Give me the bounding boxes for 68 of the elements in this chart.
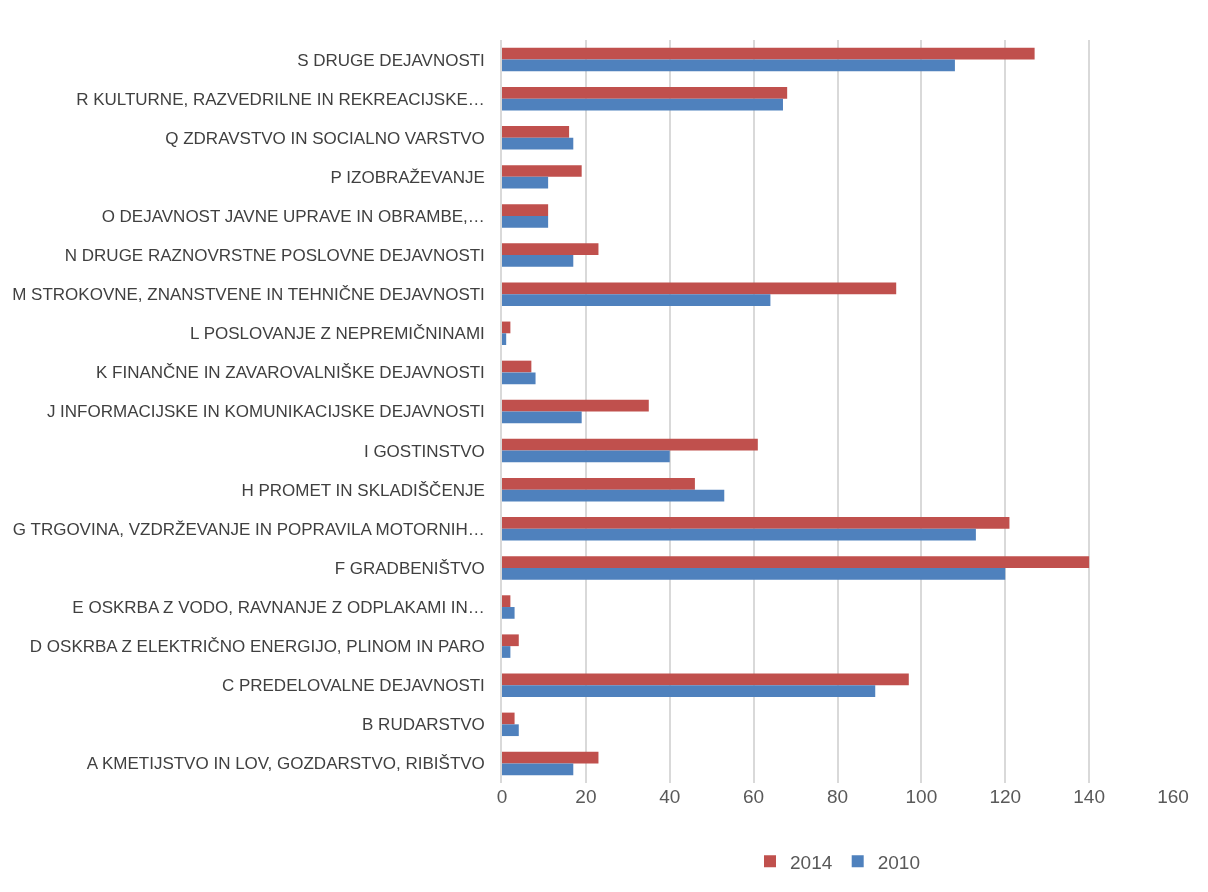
y-tick-label: C PREDELOVALNE DEJAVNOSTI: [221, 676, 485, 696]
bar: [502, 137, 574, 150]
bar: [502, 712, 515, 725]
bar: [502, 399, 649, 412]
y-tick-label: E OSKRBA Z VODO, RAVNANJE Z ODPLAKAMI IN…: [72, 597, 485, 617]
bar: [502, 751, 599, 764]
x-tick-label: 20: [575, 786, 597, 807]
bar: [502, 556, 1090, 568]
y-tick-label: L POSLOVANJE Z NEPREMIČNINAMI: [190, 324, 485, 344]
bar: [502, 438, 758, 451]
y-tick-label: B RUDARSTVO: [362, 715, 485, 735]
bar: [502, 215, 549, 228]
bar: [502, 763, 574, 776]
x-tick-label: 60: [743, 786, 765, 807]
y-tick-label: R KULTURNE, RAZVEDRILNE IN REKREACIJSKE…: [76, 89, 485, 109]
bar: [502, 165, 582, 177]
bar: [502, 673, 909, 686]
bar: [502, 450, 670, 463]
y-tick-label: J INFORMACIJSKE IN KOMUNIKACIJSKE DEJAVNOSTI: [46, 402, 485, 422]
x-tick-label: 140: [1073, 786, 1105, 807]
y-tick-label: I GOSTINSTVO: [363, 441, 485, 461]
legend-label: 2010: [877, 851, 920, 873]
y-tick-label: A KMETIJSTVO IN LOV, GOZDARSTVO, RIBIŠTVO: [86, 754, 485, 774]
y-tick-label: K FINANČNE IN ZAVAROVALNIŠKE DEJAVNOSTI: [95, 363, 485, 383]
bar: [502, 59, 955, 72]
bar: [502, 333, 507, 346]
bar: [502, 47, 1035, 60]
bar: [502, 204, 549, 216]
bar: [502, 360, 532, 373]
x-tick-label: 0: [496, 786, 508, 807]
x-tick-label: 160: [1157, 786, 1189, 807]
x-tick-label: 120: [989, 786, 1022, 807]
legend-label: 2014: [790, 851, 833, 873]
bar: [502, 411, 582, 424]
bar: [502, 243, 599, 256]
bar: [502, 489, 725, 502]
y-tick-label: M STROKOVNE, ZNANSTVENE IN TEHNIČNE DEJAVNOSTI: [12, 285, 485, 305]
y-tick-label: N DRUGE RAZNOVRSTNE POSLOVNE DEJAVNOSTI: [64, 246, 485, 266]
bar: [502, 595, 511, 608]
bar: [502, 282, 897, 295]
bar: [502, 98, 783, 111]
bar: [502, 528, 976, 541]
bar: [502, 634, 519, 647]
x-tick-label: 100: [905, 786, 938, 807]
y-tick-label: Q ZDRAVSTVO IN SOCIALNO VARSTVO: [165, 128, 485, 148]
bar: [502, 724, 519, 737]
bar: [502, 646, 511, 658]
y-tick-label: H PROMET IN SKLADIŠČENJE: [241, 480, 485, 500]
y-tick-label: O DEJAVNOST JAVNE UPRAVE IN OBRAMBE,…: [101, 206, 485, 226]
bar: [502, 255, 574, 267]
bar: [502, 477, 695, 490]
x-tick-label: 80: [826, 786, 849, 807]
bar: [502, 517, 1010, 529]
bar: [502, 567, 1006, 580]
x-tick-label: 40: [659, 786, 681, 807]
bar: [502, 685, 876, 697]
y-tick-label: S DRUGE DEJAVNOSTI: [297, 50, 485, 70]
bar: [502, 294, 771, 306]
y-tick-label: G TRGOVINA, VZDRŽEVANJE IN POPRAVILA MOTORNIH…: [12, 519, 485, 539]
bar: [502, 607, 515, 619]
bar: [502, 126, 570, 138]
bar: [502, 86, 788, 99]
bar: [502, 176, 549, 189]
y-tick-label: P IZOBRAŽEVANJE: [330, 167, 485, 187]
bar: [502, 321, 511, 334]
y-tick-label: D OSKRBA Z ELEKTRIČNO ENERGIJO, PLINOM IN PARO: [29, 637, 485, 657]
bar: [502, 372, 536, 385]
y-tick-label: F GRADBENIŠTVO: [334, 558, 485, 578]
